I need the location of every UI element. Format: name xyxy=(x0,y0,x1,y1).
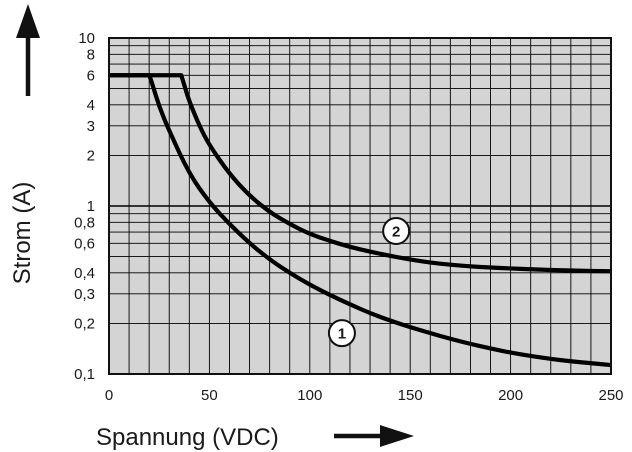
y-tick-label: 0,3 xyxy=(74,286,95,303)
y-tick-label: 8 xyxy=(87,46,95,63)
x-tick-label: 50 xyxy=(201,387,218,404)
y-tick-label: 1 xyxy=(87,198,95,215)
curve-line-1 xyxy=(109,73,612,368)
x-tick-label: 150 xyxy=(398,387,423,404)
y-tick-label: 2 xyxy=(87,147,95,164)
grid-lines xyxy=(109,38,611,374)
curve-tag-1: 1 xyxy=(327,319,356,348)
y-axis-arrow-head xyxy=(16,4,40,38)
y-tick-label: 3 xyxy=(87,118,95,135)
y-tick-label: 0,4 xyxy=(74,265,95,282)
curve-tag-circle xyxy=(382,216,411,245)
x-axis-arrow xyxy=(334,425,414,447)
x-tick-label: 100 xyxy=(297,387,322,404)
curve-line-2 xyxy=(109,73,612,274)
x-axis-arrow-head xyxy=(380,425,414,447)
curve-tags: 12 xyxy=(327,216,411,348)
x-tick-label: 0 xyxy=(105,387,113,404)
x-tick-label: 200 xyxy=(498,387,523,404)
plot-frame xyxy=(108,37,612,375)
curve-tag-label: 1 xyxy=(338,326,346,343)
y-tick-label: 0,8 xyxy=(74,214,95,231)
curve-tag-circle xyxy=(327,319,356,348)
y-axis-arrow xyxy=(16,4,40,96)
x-tick-label: 250 xyxy=(598,387,623,404)
y-tick-label: 0,2 xyxy=(74,315,95,332)
y-axis-label: Strom (A) xyxy=(9,182,36,285)
y-tick-label: 4 xyxy=(87,97,95,114)
curves xyxy=(109,73,612,368)
x-axis-label: Spannung (VDC) xyxy=(96,424,279,451)
y-tick-labels: 0,1 0,2 0,3 0,4 0,6 0,81 2 3 4 6 810 xyxy=(74,30,95,383)
curve-tag-2: 2 xyxy=(382,216,411,245)
curve-tag-label: 2 xyxy=(392,223,400,240)
y-tick-label: 6 xyxy=(87,67,95,84)
y-tick-label: 0,1 xyxy=(74,366,95,383)
x-tick-labels: 0 50 100 150 200 250 xyxy=(105,387,624,404)
y-tick-label: 0,6 xyxy=(74,235,95,252)
y-tick-label: 10 xyxy=(78,30,95,47)
